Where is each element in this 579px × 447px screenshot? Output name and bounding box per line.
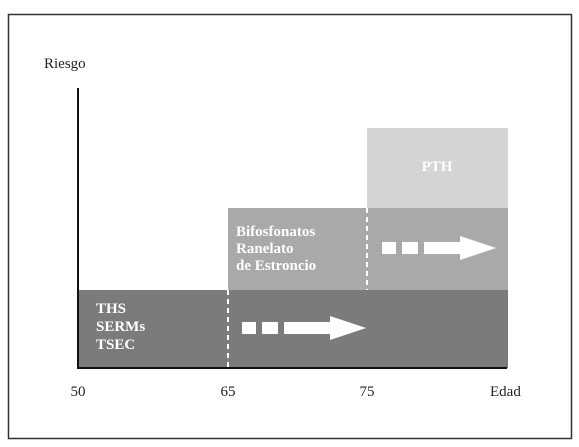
block-top (367, 128, 508, 208)
block-label: PTH (422, 159, 453, 175)
y-axis-label: Riesgo (44, 56, 86, 72)
x-tick-label: 50 (71, 384, 86, 400)
arrow (242, 316, 366, 340)
x-axis-label: Edad (490, 384, 521, 400)
frame (7, 13, 573, 440)
x-tick-label: 75 (360, 384, 375, 400)
block-label: Ranelato (236, 241, 294, 257)
block-label: THS (96, 301, 126, 317)
block-label: de Estroncio (236, 258, 316, 274)
arrow (382, 236, 496, 260)
block-label: Bifosfonatos (236, 224, 315, 240)
block-label: TSEC (96, 337, 135, 353)
x-tick-label: 65 (221, 384, 236, 400)
block-label: SERMs (96, 319, 145, 335)
